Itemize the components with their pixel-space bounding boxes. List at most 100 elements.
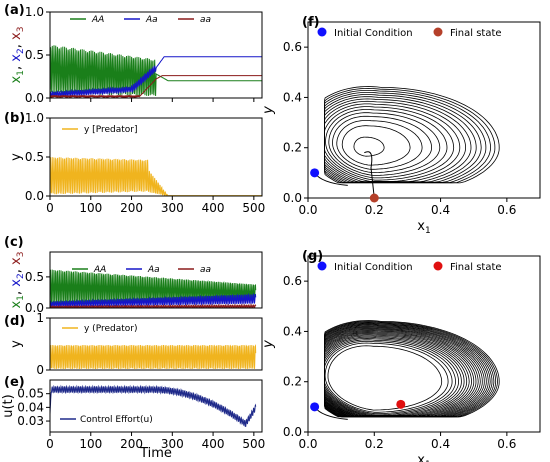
series-aa-c	[50, 303, 257, 308]
legend-marker-final-f	[433, 27, 443, 37]
series-Aa-a	[50, 56, 262, 98]
series-control-e	[50, 384, 257, 427]
y-tick-label-c: 0.5	[25, 270, 44, 284]
y-tick-label-a: 1.0	[25, 5, 44, 19]
y-tick-label-g: 0.0	[283, 425, 302, 439]
legend-text-Aa-a: Aa	[145, 15, 158, 25]
x-tick-label-b: 200	[120, 201, 143, 215]
x-tick-label-e: 200	[120, 437, 143, 451]
orbit-f	[324, 90, 491, 183]
axes-e	[49, 379, 263, 433]
axes-g	[307, 255, 541, 433]
plot-f	[314, 86, 500, 198]
y-tick-label-f: 0.0	[283, 191, 302, 205]
panel-label-c: (c)	[4, 235, 24, 250]
orbit-f	[341, 125, 411, 166]
trajectory-tail-f	[364, 151, 375, 198]
axes-d	[49, 317, 263, 371]
panel-label-g: (g)	[302, 249, 323, 264]
orbit-g	[324, 342, 449, 413]
panel-label-e: (e)	[4, 375, 25, 390]
ylabel-c-text: x1, x2, x3	[9, 251, 26, 308]
x-tick-label-g: 0.6	[497, 437, 516, 451]
xlabel-e: Time	[139, 446, 172, 461]
y-tick-label-a: 0.0	[25, 91, 44, 105]
orbit-f	[332, 115, 433, 173]
series-predator-d	[50, 344, 257, 370]
panel-label-b: (b)	[4, 111, 25, 126]
y-tick-label-c: 0.0	[25, 301, 44, 315]
y-tick-label-g: 0.2	[283, 375, 302, 389]
x-tick-label-g: 0.2	[365, 437, 384, 451]
xlabel-g: x1	[417, 453, 430, 462]
ylabel-b: y	[9, 153, 24, 161]
plot-c	[50, 269, 257, 308]
y-tick-label-b: 0.0	[25, 189, 44, 203]
legend-text-initial-g: Initial Condition	[334, 262, 413, 273]
plot-d	[50, 344, 257, 370]
xlabel-f: x1	[417, 219, 430, 236]
series-AA-c	[50, 269, 257, 305]
ylabel-e: u(t)	[1, 394, 16, 417]
x-tick-label-g: 0.0	[298, 437, 317, 451]
x-tick-label-e: 500	[242, 437, 265, 451]
orbit-f	[324, 86, 500, 184]
x-tick-label-f: 0.6	[497, 203, 516, 217]
legend-text-AA-a: AA	[91, 15, 104, 25]
axes-c	[49, 251, 263, 309]
y-tick-label-f: 0.6	[283, 40, 302, 54]
legend-text-aa-a: aa	[200, 15, 211, 25]
legend-text-AA-c: AA	[93, 265, 106, 275]
panel-label-a: (a)	[4, 3, 25, 18]
series-Aa-c	[50, 292, 257, 308]
x-tick-label-b: 100	[79, 201, 102, 215]
legend-text-final-f: Final state	[450, 28, 502, 39]
legend-text-predator-d: y (Predator)	[84, 324, 137, 334]
plot-e	[50, 384, 257, 427]
x-tick-label-b: 300	[161, 201, 184, 215]
x-tick-label-b: 0	[46, 201, 54, 215]
panel-label-f: (f)	[302, 15, 320, 30]
ylabel-a: x1, x2, x3	[9, 26, 26, 83]
y-tick-label-e: 0.03	[17, 414, 44, 428]
legend-text-aa-c: aa	[200, 265, 211, 275]
plot-b	[50, 157, 262, 196]
x-tick-label-f: 0.0	[298, 203, 317, 217]
panel-label-d: (d)	[4, 314, 25, 329]
orbit-g	[324, 340, 453, 415]
series-AA-a	[50, 45, 262, 97]
marker-final-g	[396, 399, 406, 409]
y-tick-label-f: 0.4	[283, 90, 302, 104]
y-tick-label-g: 0.6	[283, 274, 302, 288]
orbit-f	[325, 109, 448, 179]
marker-initial-f	[310, 168, 320, 178]
x-tick-label-g: 0.4	[431, 437, 450, 451]
y-tick-label-g: 0.4	[283, 324, 302, 338]
series-aa-a	[50, 75, 262, 98]
x-tick-label-e: 300	[161, 437, 184, 451]
legend-text-control-e: Control Effort(u)	[80, 415, 153, 425]
x-tick-label-e: 400	[202, 437, 225, 451]
axes-f	[307, 21, 541, 199]
marker-final-f	[369, 193, 379, 203]
y-tick-label-e: 0.04	[17, 400, 44, 414]
orbit-g	[327, 345, 443, 411]
series-predator-b	[50, 157, 262, 196]
ylabel-d: y	[9, 340, 24, 348]
legend-text-Aa-c: Aa	[147, 265, 160, 275]
ylabel-c: x1, x2, x3	[9, 251, 26, 308]
legend-text-initial-f: Initial Condition	[334, 28, 413, 39]
plot-g	[314, 320, 500, 420]
marker-initial-g	[310, 402, 320, 412]
x-tick-label-f: 0.4	[431, 203, 450, 217]
x-tick-label-f: 0.2	[365, 203, 384, 217]
orbit-g	[324, 320, 500, 418]
x-tick-label-b: 500	[242, 201, 265, 215]
x-tick-label-e: 100	[79, 437, 102, 451]
y-tick-label-b: 0.5	[25, 150, 44, 164]
ylabel-a-text: x1, x2, x3	[9, 26, 26, 83]
x-tick-label-b: 400	[202, 201, 225, 215]
orbit-f	[353, 136, 385, 157]
legend-marker-initial-f	[317, 27, 327, 37]
